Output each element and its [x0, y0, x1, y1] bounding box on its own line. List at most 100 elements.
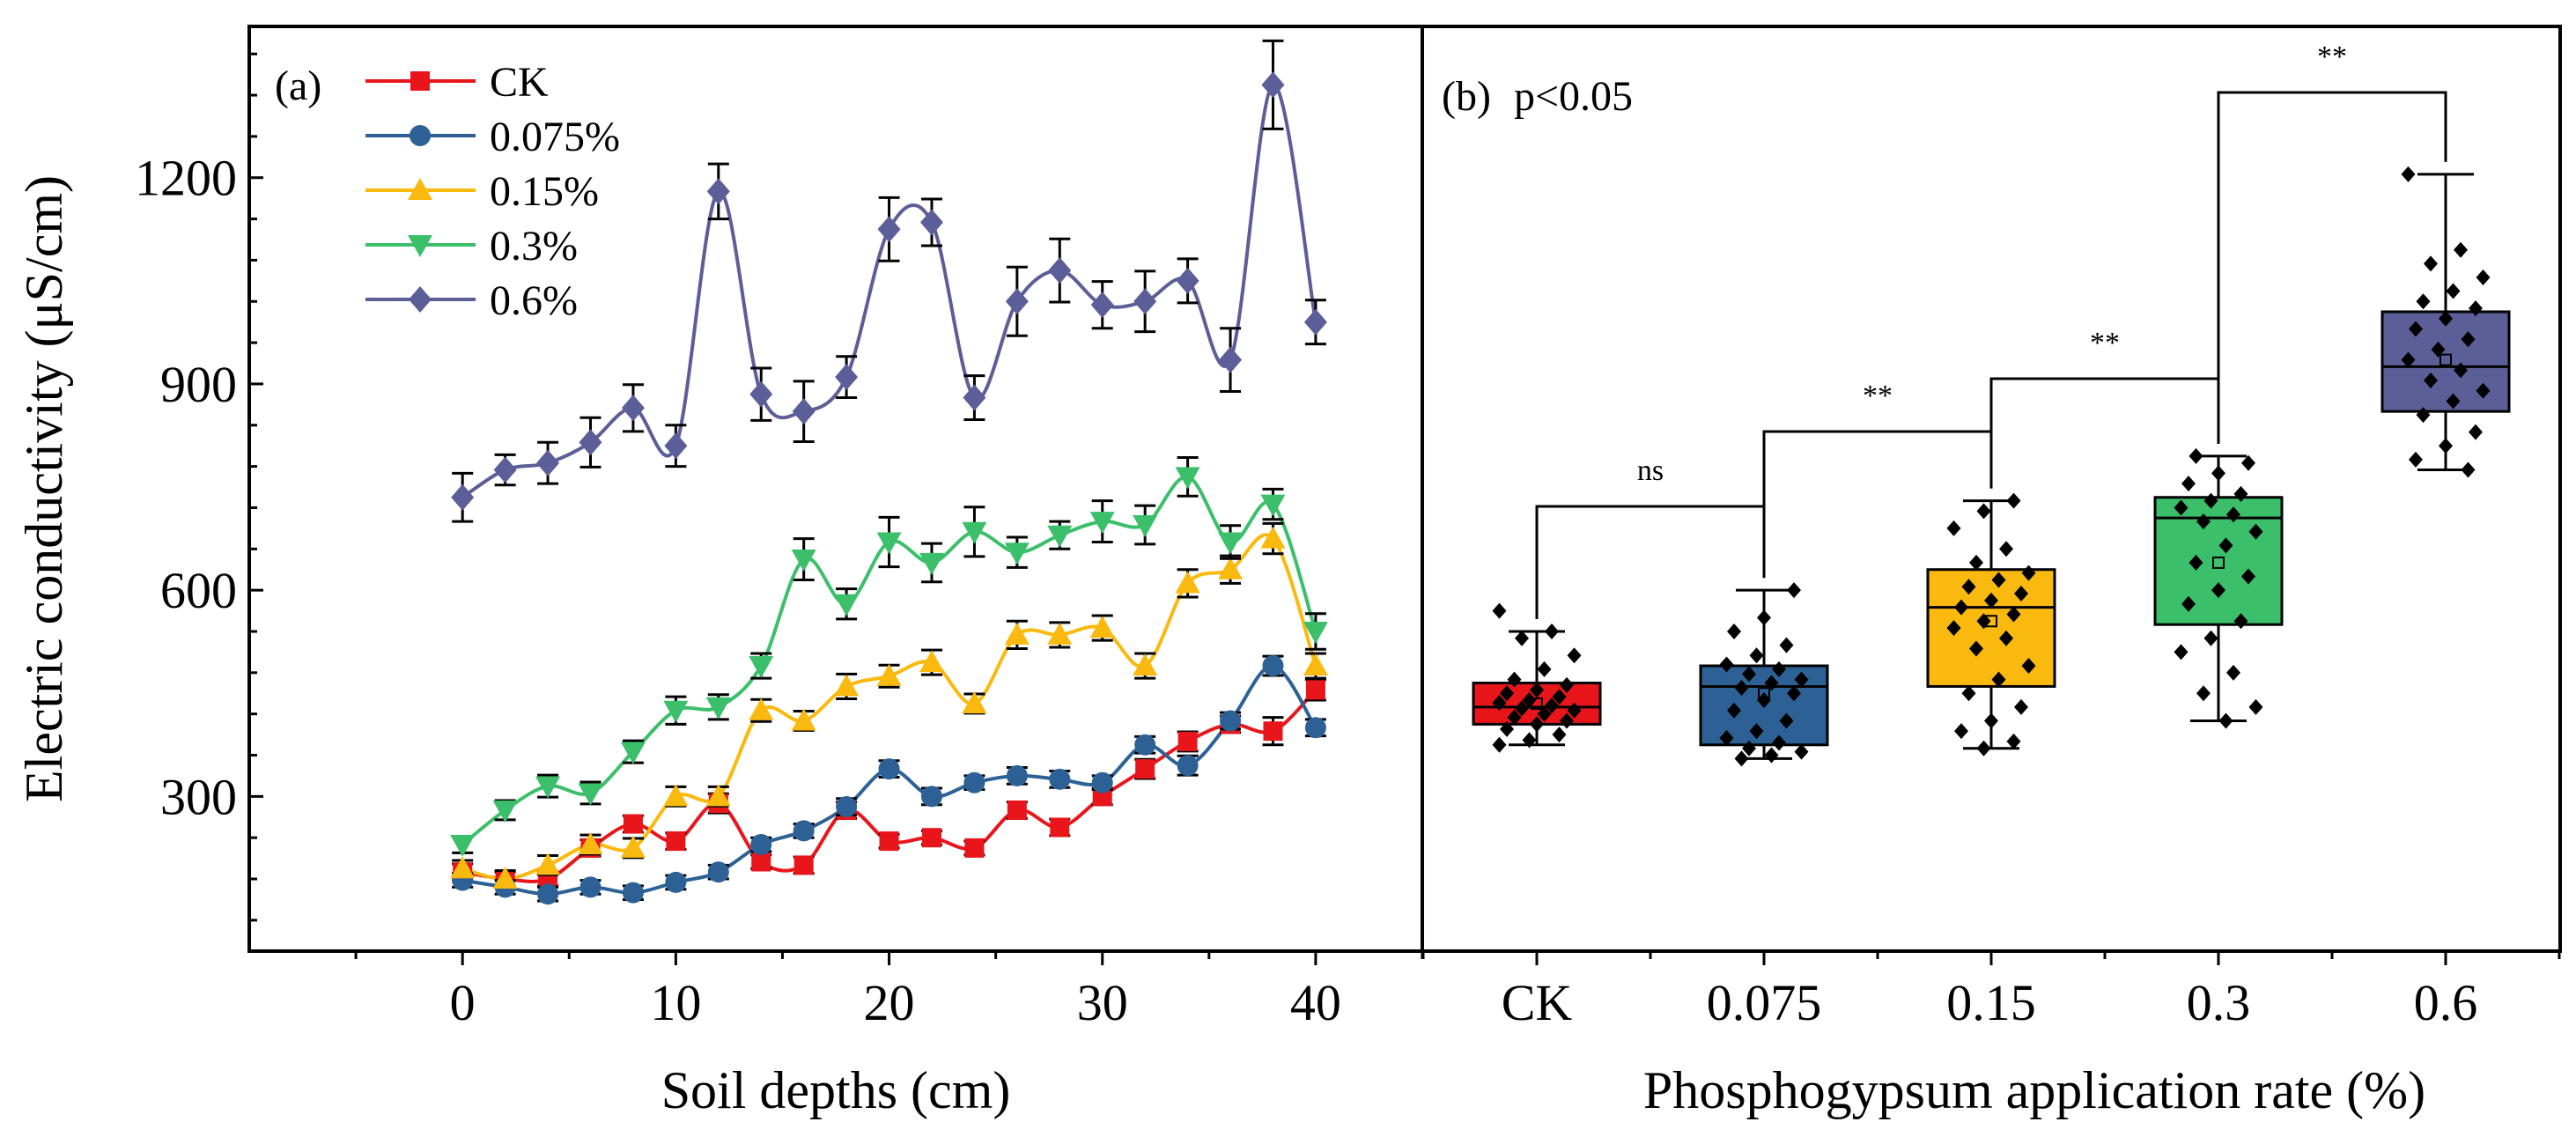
data-point — [2241, 454, 2255, 471]
data-point — [579, 876, 602, 898]
data-point — [2006, 733, 2021, 749]
data-point — [2006, 492, 2021, 509]
data-point — [1263, 721, 1283, 742]
data-point — [578, 831, 603, 854]
data-point — [663, 784, 689, 807]
data-point — [579, 429, 602, 456]
data-point — [920, 786, 942, 808]
x-tick-label: CK — [1502, 974, 1573, 1031]
data-point — [878, 758, 900, 780]
panel-a-x-axis-title: Soil depths (cm) — [661, 1061, 1011, 1119]
data-point — [919, 552, 944, 575]
data-point — [537, 883, 559, 905]
data-point — [1552, 727, 1567, 743]
data-point — [1177, 755, 1199, 777]
significance-label: ns — [1637, 454, 1664, 487]
data-point — [2233, 485, 2248, 502]
data-point — [1006, 764, 1028, 786]
panel-a-line-chart: 300 600 900 1200 0 10 20 30 40 (a) CK 0.075% 0.15%… — [15, 25, 1424, 1119]
data-point — [1954, 599, 1968, 616]
data-point — [2431, 341, 2446, 358]
data-point — [620, 835, 646, 858]
data-point — [2248, 523, 2263, 540]
data-point — [1961, 685, 1976, 702]
data-point — [876, 532, 902, 555]
data-point — [1047, 525, 1073, 548]
data-point — [1976, 740, 1991, 757]
significance-bracket — [2217, 91, 2447, 444]
data-point — [1560, 712, 1574, 729]
data-point — [1999, 541, 2013, 557]
data-point — [1089, 616, 1115, 638]
data-point — [1303, 653, 1328, 676]
data-point — [2454, 362, 2468, 379]
x-tick-label: 30 — [1077, 974, 1128, 1031]
legend-label: 0.6% — [490, 277, 578, 324]
data-point — [793, 855, 814, 875]
data-point — [2226, 506, 2240, 523]
data-point — [1991, 671, 2006, 688]
data-point — [665, 871, 687, 893]
significance-bracket — [1989, 377, 2220, 489]
data-point — [2416, 293, 2431, 310]
data-point — [1050, 817, 1070, 838]
data-point — [1734, 680, 1749, 697]
data-point — [1787, 582, 1801, 599]
panel-b-label-letter: (b) — [1442, 73, 1491, 120]
series-line — [461, 664, 1318, 897]
data-point — [2218, 712, 2233, 729]
data-point — [1133, 514, 1158, 537]
data-point — [1954, 723, 1968, 740]
data-point — [1719, 729, 1734, 746]
data-point — [1969, 640, 1983, 657]
data-point — [2416, 407, 2431, 424]
data-point — [2424, 255, 2438, 272]
data-point — [1135, 759, 1155, 779]
data-point — [1779, 637, 1794, 653]
data-point — [836, 796, 858, 818]
data-point — [2203, 492, 2218, 509]
data-point — [919, 209, 943, 236]
data-point — [2211, 465, 2225, 482]
data-point — [1552, 689, 1567, 705]
data-point — [1537, 661, 1552, 677]
data-point — [2241, 568, 2255, 585]
data-point — [1976, 613, 1991, 630]
data-point — [749, 697, 774, 720]
data-point — [1787, 685, 1801, 702]
data-point — [1794, 743, 1809, 760]
data-point — [450, 856, 476, 879]
data-point — [578, 783, 603, 806]
data-point — [1004, 542, 1030, 565]
panel-b-points — [1492, 166, 2491, 767]
data-point — [536, 449, 560, 476]
data-point — [492, 800, 518, 823]
data-point — [1515, 630, 1529, 646]
data-point — [1515, 700, 1529, 717]
data-point — [876, 663, 902, 686]
data-point — [963, 771, 985, 793]
panel-a-series-markers — [450, 39, 1328, 905]
data-point — [663, 700, 689, 723]
data-point — [2401, 166, 2416, 182]
data-point — [879, 831, 899, 852]
data-point — [666, 831, 686, 852]
panel-b-box-chart: CK 0.075 0.15 0.3 0.6 ns ** ** ** (b) p<0.05 Ph… — [1421, 25, 2562, 1119]
data-point — [1984, 592, 1998, 609]
data-point — [1004, 622, 1030, 645]
data-point — [1757, 692, 1771, 709]
panel-a-legend: CK 0.075% 0.15% 0.3% 0.6% — [365, 59, 620, 324]
data-point — [1537, 705, 1552, 722]
data-point — [1303, 308, 1327, 336]
data-point — [1218, 557, 1244, 579]
data-point — [749, 380, 773, 408]
data-point — [1492, 695, 1507, 712]
data-point — [834, 594, 860, 616]
data-point — [1220, 710, 1242, 732]
significance-label: ** — [2090, 327, 2120, 359]
data-point — [1303, 621, 1328, 644]
data-point — [1047, 622, 1073, 645]
data-point — [2021, 565, 2036, 581]
panel-b-label: (b) p<0.05 — [1442, 73, 1633, 120]
